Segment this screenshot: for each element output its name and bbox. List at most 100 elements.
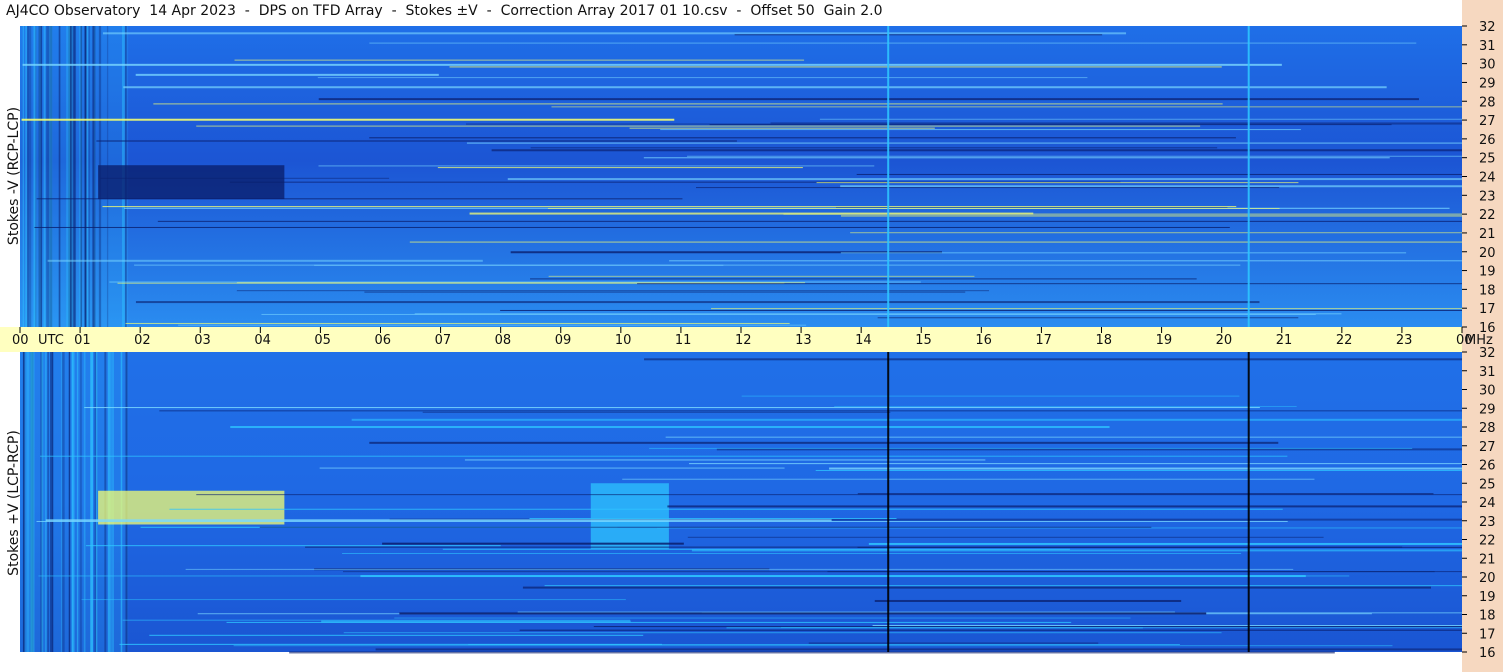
rfi-line (369, 42, 1417, 44)
interference-streak (23, 352, 26, 652)
rfi-line (530, 147, 1218, 149)
y-tick-label: 26 (1479, 133, 1496, 148)
rfi-line (834, 405, 1297, 407)
rfi-line (548, 275, 975, 277)
rfi-line (40, 455, 1288, 457)
interference-streak (68, 352, 70, 652)
x-tick-label: 19 (1156, 333, 1173, 348)
top-panel (20, 26, 1462, 327)
rfi-line (510, 251, 942, 254)
vertical-marker-1 (887, 26, 890, 327)
interference-streak (90, 352, 94, 652)
y-tick-label: 25 (1479, 152, 1496, 167)
rfi-line (375, 648, 1462, 651)
rfi-line (102, 206, 1237, 208)
rfi-line (507, 178, 1462, 181)
interference-streak (22, 352, 25, 652)
y-tick-label: 20 (1479, 246, 1496, 261)
rfi-line (34, 226, 1230, 228)
rfi-line (466, 123, 1462, 125)
rfi-line (236, 290, 990, 292)
rfi-line (84, 407, 1260, 409)
interference-streak (49, 26, 53, 327)
rfi-line (469, 212, 1034, 215)
rfi-line (850, 232, 1462, 234)
rfi-line (711, 308, 1462, 310)
rfi-line (318, 165, 875, 167)
rfi-line (593, 626, 1462, 628)
rfi-line (840, 215, 1462, 217)
rfi-line (691, 549, 1462, 552)
rfi-line (840, 185, 1462, 188)
interference-streak (80, 26, 83, 327)
rfi-line (230, 426, 1110, 429)
y-tick-label: 31 (1479, 365, 1496, 380)
x-tick-label: 15 (915, 333, 932, 348)
y-unit-label: MHz (1465, 333, 1493, 348)
interference-streak (40, 26, 43, 327)
y-tick-label: 18 (1479, 283, 1496, 298)
rfi-line (135, 301, 1260, 304)
rfi-line (125, 322, 790, 324)
x-tick-label: 00 (12, 333, 29, 348)
rfi-line (544, 585, 1462, 587)
rfi-line (857, 493, 1434, 495)
interference-streak (92, 26, 94, 327)
x-tick-label: 14 (855, 333, 872, 348)
rfi-line (783, 213, 1462, 215)
rfi-line (319, 467, 785, 469)
rfi-line (159, 410, 1463, 412)
rfi-line (449, 66, 1222, 68)
y-tick-label: 22 (1479, 208, 1496, 223)
rfi-line (369, 441, 1279, 444)
x-tick-label: 06 (375, 333, 392, 348)
x-tick-label: 21 (1276, 333, 1293, 348)
rfi-line (318, 98, 1419, 101)
interference-streak (41, 352, 44, 652)
rfi-line (394, 617, 1131, 619)
interference-streak (93, 26, 96, 327)
x-tick-label: 01 (74, 333, 91, 348)
rfi-line (229, 181, 1121, 183)
interference-streak (90, 352, 94, 652)
rfi-line (102, 32, 1127, 35)
interference-streak (49, 26, 53, 327)
interference-streak (94, 352, 97, 652)
y-tick-label: 30 (1479, 384, 1496, 399)
rfi-line (47, 259, 483, 262)
y-tick-label: 30 (1479, 58, 1496, 73)
rfi-line (36, 198, 683, 200)
y-tick-label: 17 (1479, 627, 1496, 642)
rfi-line (149, 634, 644, 636)
y-tick-label: 26 (1479, 459, 1496, 474)
rfi-line (233, 645, 1393, 647)
rfi-line (815, 469, 1462, 471)
rfi-line (369, 137, 1236, 139)
interference-streak (69, 26, 73, 327)
interference-streak (73, 26, 77, 327)
rfi-line (665, 436, 1462, 438)
interference-streak (29, 352, 33, 652)
interference-streak (62, 352, 65, 652)
x-tick-label: 03 (194, 333, 211, 348)
interference-streak (74, 26, 76, 327)
rfi-line (157, 220, 1462, 222)
rfi-line (874, 599, 1182, 602)
rfi-line (185, 568, 1294, 570)
interference-streak (30, 352, 33, 652)
rfi-line (660, 129, 1301, 131)
x-tick-label: 11 (675, 333, 692, 348)
rfi-line (547, 207, 1280, 209)
interference-streak (72, 26, 75, 327)
interference-streak (38, 26, 40, 327)
interference-streak (92, 26, 96, 327)
interference-streak (43, 26, 46, 327)
y-tick-label: 28 (1479, 421, 1496, 436)
y-tick-label: 29 (1479, 76, 1496, 91)
interference-streak (33, 352, 35, 652)
rfi-line (437, 167, 803, 169)
interference-streak (39, 26, 41, 327)
rfi-line (687, 155, 1462, 157)
rfi-line (123, 86, 1387, 89)
interference-streak (47, 352, 49, 652)
